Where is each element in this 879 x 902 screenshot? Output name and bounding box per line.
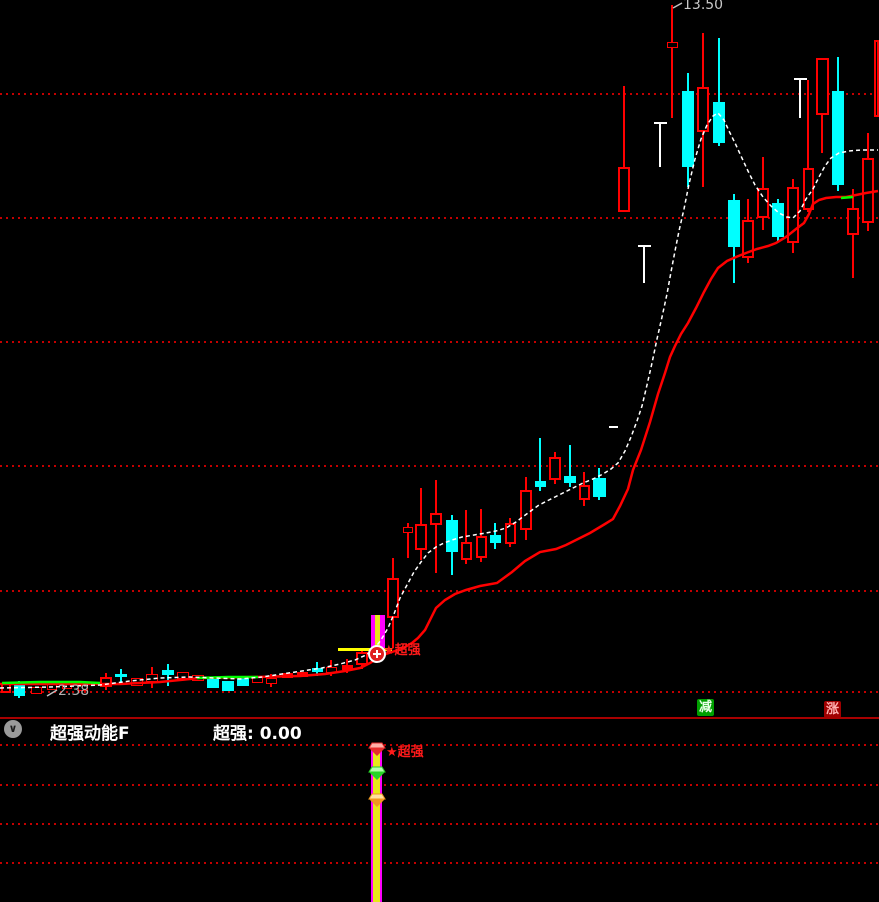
candle-up bbox=[387, 578, 399, 618]
collapse-chevron-icon[interactable]: ∨ bbox=[4, 720, 22, 738]
indicator-chart-area[interactable]: ★超强 bbox=[0, 742, 879, 902]
price-high-label: 13.50 bbox=[683, 0, 724, 13]
breakout-highlight-core bbox=[375, 615, 380, 648]
candle-up bbox=[874, 40, 879, 117]
candle-down bbox=[593, 478, 606, 497]
candle-up bbox=[430, 513, 442, 525]
candle-up bbox=[757, 188, 769, 218]
candle-up bbox=[618, 167, 630, 212]
breakout-signal-label: ★超强 bbox=[383, 643, 421, 658]
candle-down bbox=[115, 674, 127, 677]
indicator-signal-label: ★超强 bbox=[386, 745, 424, 760]
candle-down bbox=[832, 91, 844, 185]
gridline bbox=[0, 862, 879, 864]
label-pointer-tick bbox=[672, 2, 683, 9]
indicator-value: 超强: 0.00 bbox=[213, 724, 302, 744]
candle-down bbox=[446, 520, 458, 552]
candle-down bbox=[535, 481, 546, 487]
candle-up bbox=[816, 58, 829, 115]
candle-down bbox=[490, 535, 501, 543]
gridline bbox=[0, 465, 879, 467]
rise-badge: 涨 bbox=[824, 701, 841, 718]
white-doji-cap bbox=[609, 426, 618, 428]
gridline bbox=[0, 823, 879, 825]
candle-down bbox=[564, 476, 576, 483]
candle-down bbox=[312, 668, 323, 672]
candle-up bbox=[192, 675, 204, 681]
candle-up bbox=[742, 220, 754, 258]
gridline bbox=[0, 341, 879, 343]
candle-wick bbox=[718, 38, 720, 146]
white-doji-stem bbox=[799, 78, 801, 118]
slow-ma-line bbox=[0, 189, 879, 686]
candle-up bbox=[403, 527, 413, 533]
candle-down bbox=[713, 102, 725, 143]
candle-up bbox=[282, 673, 293, 678]
gridline bbox=[0, 691, 879, 693]
candle-down bbox=[207, 678, 219, 688]
candle-up bbox=[415, 524, 427, 550]
red-gem-icon bbox=[367, 742, 386, 756]
candle-up bbox=[1, 683, 11, 693]
candle-down bbox=[237, 678, 249, 686]
candle-down bbox=[222, 681, 234, 691]
candle-up bbox=[505, 523, 516, 544]
candle-wick bbox=[671, 5, 673, 118]
candle-up bbox=[31, 687, 42, 694]
candle-up bbox=[252, 676, 263, 683]
candle-up bbox=[476, 536, 487, 558]
candle-up bbox=[297, 672, 308, 677]
candle-up bbox=[100, 677, 112, 687]
candle-up bbox=[697, 87, 709, 132]
moving-average-lines bbox=[0, 2, 879, 697]
price-low-label: 2.38 bbox=[58, 683, 90, 699]
white-doji-stem bbox=[643, 245, 645, 283]
candle-down bbox=[682, 91, 694, 167]
candle-wick bbox=[435, 480, 437, 573]
orange-gem-icon bbox=[367, 793, 386, 807]
candle-up bbox=[326, 667, 337, 673]
candle-up bbox=[520, 490, 532, 530]
buy-signal-marker-icon bbox=[368, 645, 386, 663]
indicator-title[interactable]: 超强动能F bbox=[50, 724, 130, 744]
candle-up bbox=[177, 672, 189, 679]
gridline bbox=[0, 93, 879, 95]
gridline bbox=[0, 590, 879, 592]
indicator-panel-header: ∨ 超强动能F 超强: 0.00 bbox=[0, 719, 879, 744]
gridline bbox=[0, 744, 879, 746]
candle-down bbox=[772, 203, 784, 237]
indicator-signal-bar bbox=[371, 744, 382, 902]
candle-up bbox=[667, 42, 678, 48]
candle-up bbox=[47, 684, 57, 690]
candle-up bbox=[579, 485, 590, 500]
gridline bbox=[0, 784, 879, 786]
candle-up bbox=[146, 674, 158, 682]
candle-up bbox=[266, 678, 277, 684]
candle-up bbox=[787, 187, 799, 243]
candle-up bbox=[847, 208, 859, 235]
white-doji-stem bbox=[659, 122, 661, 167]
candle-up bbox=[356, 652, 368, 665]
candle-up bbox=[549, 457, 561, 480]
candle-up bbox=[803, 168, 814, 210]
candle-down bbox=[162, 670, 174, 675]
green-gem-icon bbox=[367, 766, 386, 780]
candle-up bbox=[131, 678, 143, 686]
candle-down bbox=[728, 200, 740, 247]
candle-up bbox=[862, 158, 874, 223]
candle-up bbox=[342, 665, 353, 670]
reduce-badge: 减 bbox=[697, 699, 714, 716]
candle-down bbox=[14, 685, 25, 696]
marker-cross bbox=[376, 650, 378, 658]
candle-up bbox=[461, 542, 472, 560]
kline-chart-area[interactable]: ★超强 13.50 2.38 减 涨 bbox=[0, 0, 879, 718]
candle-wick bbox=[167, 664, 169, 686]
panel-separator bbox=[0, 717, 879, 719]
